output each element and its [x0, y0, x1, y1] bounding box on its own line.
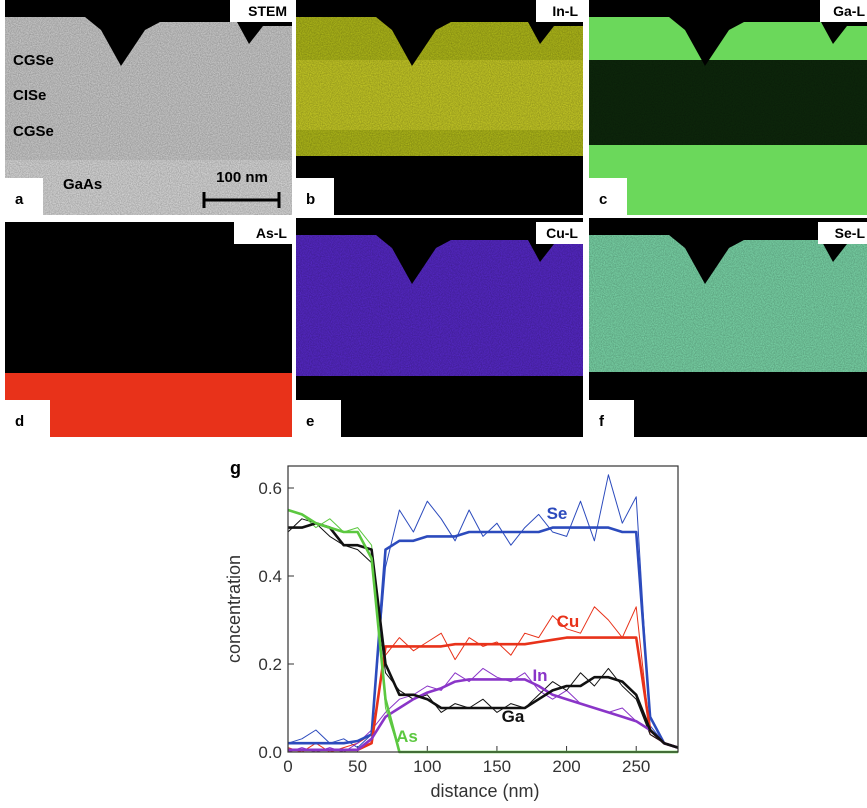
series-label: As — [396, 727, 418, 746]
panel-label: Se-L — [835, 225, 866, 241]
x-axis-label: distance (nm) — [430, 781, 539, 801]
panel-letter: c — [599, 191, 607, 208]
panel-d: As-L d — [5, 222, 292, 437]
y-axis-label: concentration — [224, 555, 244, 663]
x-tick-label: 0 — [283, 757, 292, 776]
series-label: In — [532, 666, 547, 685]
series-label: Se — [547, 504, 568, 523]
panel-label: Cu-L — [546, 225, 578, 241]
y-tick-label: 0.0 — [258, 743, 282, 762]
layer-label: CGSe — [13, 52, 54, 69]
y-tick-label: 0.6 — [258, 479, 282, 498]
panel-e: Cu-L e — [296, 218, 583, 437]
figure: STEM CGSe CISe CGSe GaAs 100 nm a In-L b… — [0, 0, 867, 808]
line — [288, 638, 678, 750]
layer-label: CGSe — [13, 123, 54, 140]
raw-line — [288, 519, 678, 748]
panel-c: Ga-L c — [589, 0, 867, 215]
panel-letter: g — [230, 458, 241, 478]
line — [288, 523, 678, 747]
series-label: Ga — [502, 707, 525, 726]
panel-a: STEM CGSe CISe CGSe GaAs 100 nm a — [5, 0, 292, 215]
x-tick-label: 200 — [552, 757, 580, 776]
panel-letter: e — [306, 413, 314, 430]
x-tick-label: 100 — [413, 757, 441, 776]
panel-letter: b — [306, 191, 315, 208]
scale-bar-label: 100 nm — [216, 169, 268, 186]
panel-label: STEM — [248, 3, 287, 19]
y-tick-label: 0.4 — [258, 567, 282, 586]
panel-letter: a — [15, 191, 24, 208]
substrate-label: GaAs — [63, 176, 102, 193]
raw-line — [288, 475, 678, 748]
x-tick-label: 250 — [622, 757, 650, 776]
line — [288, 679, 678, 749]
x-tick-label: 50 — [348, 757, 367, 776]
panel-letter: d — [15, 413, 24, 430]
panel-label: In-L — [552, 3, 578, 19]
panel-label: Ga-L — [833, 3, 865, 19]
x-tick-label: 150 — [483, 757, 511, 776]
y-tick-label: 0.2 — [258, 655, 282, 674]
panel-b: In-L b — [296, 0, 583, 215]
panel-f: Se-L f — [589, 218, 867, 437]
series-label: Cu — [557, 612, 580, 631]
layer-label: CISe — [13, 87, 46, 104]
panel-label: As-L — [256, 225, 288, 241]
